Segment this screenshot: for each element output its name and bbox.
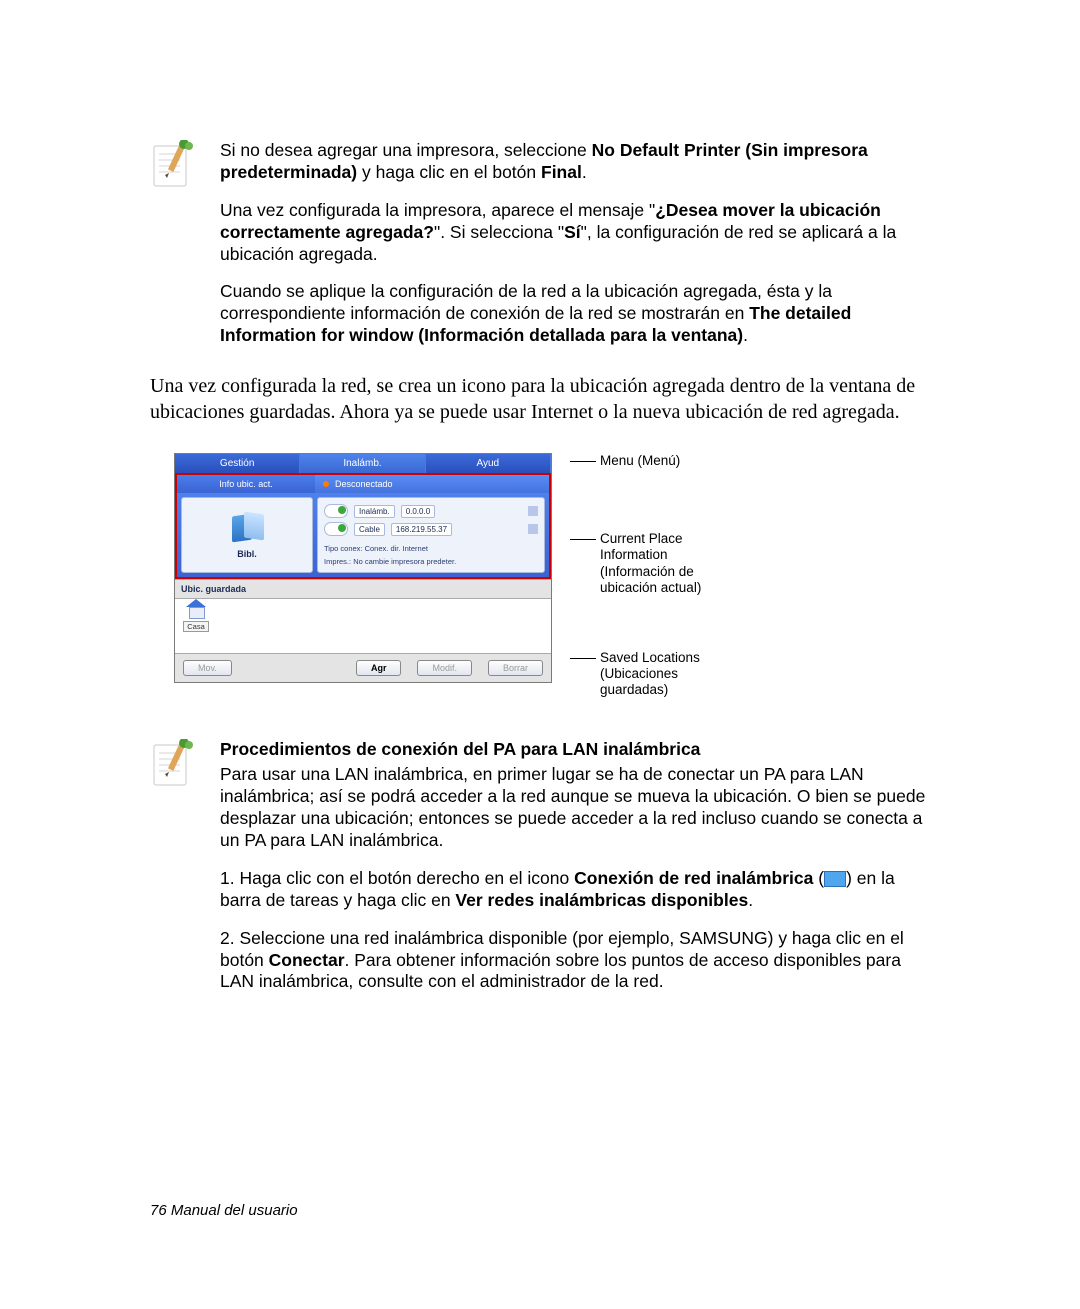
net-label-wireless: Inalámb.: [354, 505, 395, 518]
location-tile[interactable]: Bibl.: [181, 497, 313, 573]
delete-button[interactable]: Borrar: [488, 660, 543, 676]
net-label-cable: Cable: [354, 523, 385, 536]
note2-p1: Para usar una LAN inalámbrica, en primer…: [220, 764, 930, 852]
chevron-icon[interactable]: [528, 524, 538, 534]
note-text-2: Procedimientos de conexión del PA para L…: [220, 739, 930, 994]
note-icon: [150, 739, 196, 789]
status-text: Desconectado: [335, 479, 393, 489]
callout-line: ubicación actual): [600, 580, 701, 595]
n2s1e: .: [748, 890, 753, 910]
n2s1d: Ver redes inalámbricas disponibles: [455, 890, 748, 910]
saved-locations-body: Casa: [175, 599, 551, 653]
status-dot-icon: [323, 481, 329, 487]
saved-locations-header: Ubic. guardada: [175, 579, 551, 599]
callout-saved-locations: Saved Locations (Ubicaciones guardadas): [570, 650, 701, 699]
conn-type-label: Tipo conex:: [324, 544, 363, 553]
note-icon: [150, 140, 196, 190]
saved-location-item[interactable]: Casa: [179, 603, 213, 632]
saved-location-label: Casa: [183, 621, 209, 632]
callout-line: Saved Locations: [600, 650, 700, 665]
modify-button[interactable]: Modif.: [417, 660, 472, 676]
n1p1d: Final: [541, 162, 582, 182]
chevron-icon[interactable]: [528, 506, 538, 516]
menu-ayud[interactable]: Ayud: [426, 454, 551, 473]
info-tab[interactable]: Info ubic. act.: [177, 475, 315, 493]
printer-value: No cambie impresora predeter.: [353, 557, 456, 566]
n1p1a: Si no desea agregar una impresora, selec…: [220, 140, 592, 160]
n2s2b: Conectar: [269, 950, 345, 970]
callout-line: Information: [600, 547, 668, 562]
n2s1b: Conexión de red inalámbrica: [574, 868, 813, 888]
page-footer: 76 Manual del usuario: [150, 1202, 298, 1219]
button-row: Mov. Agr Modif. Borrar: [175, 653, 551, 682]
printer-label: Impres.:: [324, 557, 351, 566]
cable-status-icon: [324, 522, 348, 536]
n1p3a: Cuando se aplique la configuración de la…: [220, 281, 832, 323]
app-window: Gestión Inalámb. Ayud Info ubic. act. De…: [174, 453, 552, 683]
conn-type-value: Conex. dir. Internet: [365, 544, 428, 553]
n2s1a: 1. Haga clic con el botón derecho en el …: [220, 868, 574, 888]
callout-line: guardadas): [600, 682, 668, 697]
status-bar: Desconectado: [315, 475, 549, 493]
net-ip-cable: 168.219.55.37: [391, 523, 452, 536]
n1p3c: .: [743, 325, 748, 345]
n1p1c: y haga clic en el botón: [357, 162, 541, 182]
house-icon: [186, 603, 206, 619]
menu-bar: Gestión Inalámb. Ayud: [175, 454, 551, 473]
n1p2d: Sí: [564, 222, 581, 242]
callout-current-place: Current Place Information (Información d…: [570, 531, 701, 596]
menu-inalamb[interactable]: Inalámb.: [300, 454, 425, 473]
add-button[interactable]: Agr: [356, 660, 402, 676]
note-text-1: Si no desea agregar una impresora, selec…: [220, 140, 930, 347]
current-place-panel: Bibl. Inalámb. 0.0.0.0 Cable 168.219.55.…: [175, 493, 551, 579]
n1p1e: .: [582, 162, 587, 182]
callout-line: (Información de: [600, 564, 694, 579]
location-label: Bibl.: [237, 549, 257, 559]
n1p2c: ". Si selecciona ": [434, 222, 564, 242]
callout-line: Current Place: [600, 531, 683, 546]
move-button[interactable]: Mov.: [183, 660, 232, 676]
library-icon: [230, 511, 264, 545]
figure-callouts: Menu (Menú) Current Place Information (I…: [570, 453, 701, 699]
wireless-status-icon: [324, 504, 348, 518]
net-ip-wireless: 0.0.0.0: [401, 505, 435, 518]
wireless-tray-icon: [824, 871, 846, 887]
menu-gestion[interactable]: Gestión: [175, 454, 300, 473]
n1p2a: Una vez configurada la impresora, aparec…: [220, 200, 655, 220]
body-paragraph: Una vez configurada la red, se crea un i…: [150, 373, 930, 425]
callout-menu: Menu (Menú): [570, 453, 701, 469]
callout-line: (Ubicaciones: [600, 666, 678, 681]
note2-title: Procedimientos de conexión del PA para L…: [220, 739, 700, 759]
